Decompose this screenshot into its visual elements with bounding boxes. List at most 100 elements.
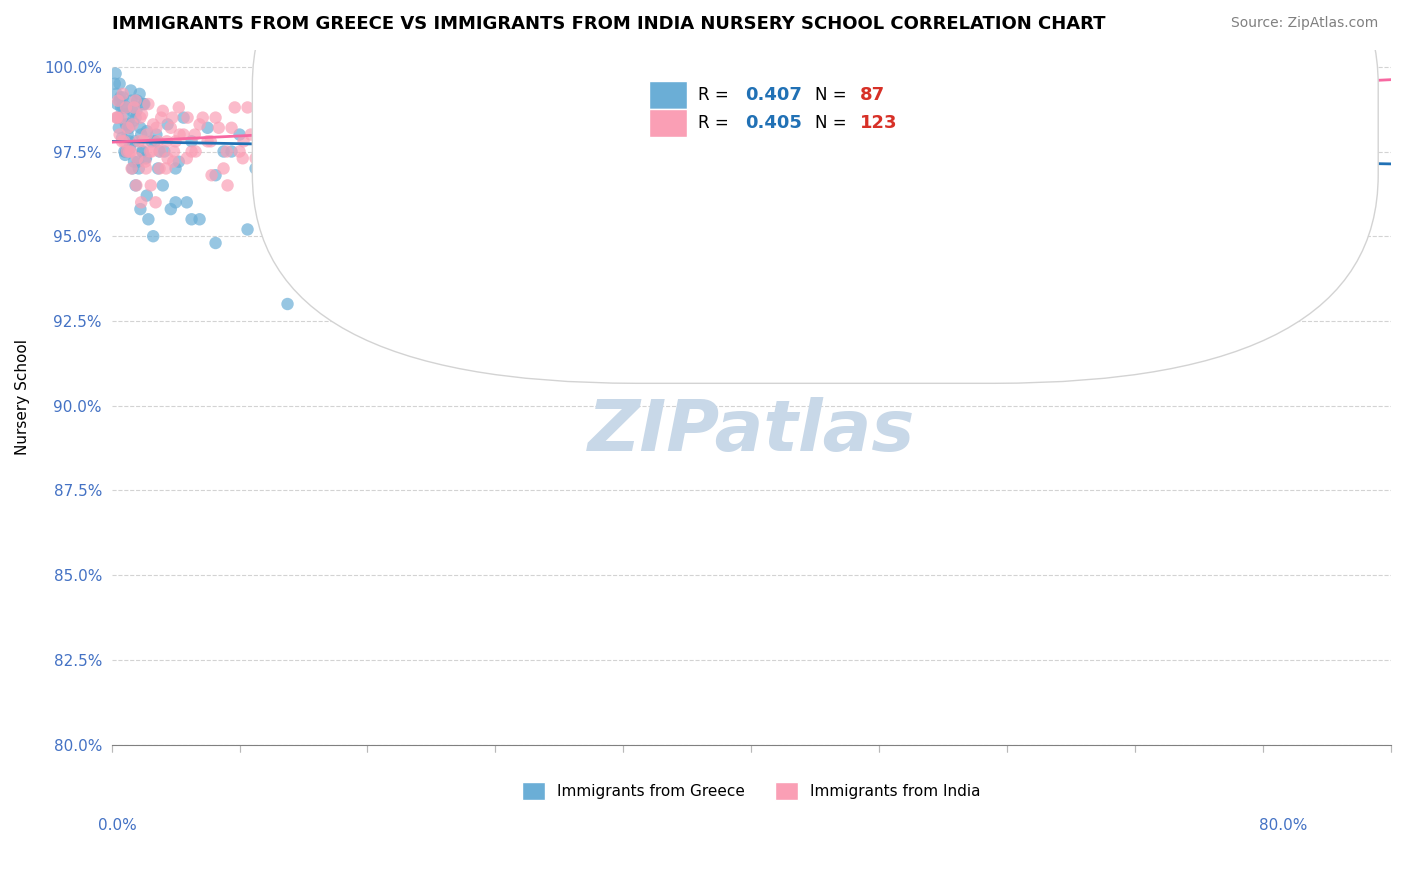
Point — [121, 161, 143, 176]
Point — [356, 128, 378, 142]
Point — [388, 100, 411, 114]
Point — [420, 87, 443, 101]
Point — [155, 161, 177, 176]
Point — [516, 77, 538, 91]
Point — [277, 134, 299, 148]
Point — [173, 128, 195, 142]
Point — [129, 120, 152, 135]
Point — [134, 97, 156, 112]
Point — [204, 111, 226, 125]
Point — [128, 87, 150, 101]
Point — [129, 128, 152, 142]
Point — [340, 111, 363, 125]
Point — [145, 120, 167, 135]
Text: 0.405: 0.405 — [745, 114, 801, 132]
Point — [143, 134, 166, 148]
Point — [612, 128, 634, 142]
Point — [105, 111, 128, 125]
Point — [111, 90, 134, 104]
Point — [165, 161, 187, 176]
Bar — [650, 109, 688, 136]
Point — [118, 141, 141, 155]
Point — [121, 117, 143, 131]
Point — [142, 117, 165, 131]
Text: 123: 123 — [860, 114, 897, 132]
Text: 0.407: 0.407 — [745, 86, 801, 104]
Text: ZIPatlas: ZIPatlas — [588, 398, 915, 467]
Point — [245, 161, 267, 176]
Point — [316, 161, 339, 176]
Point — [180, 145, 202, 159]
Point — [107, 94, 129, 108]
Point — [125, 178, 148, 193]
Point — [122, 154, 145, 169]
Point — [124, 178, 146, 193]
Point — [396, 128, 419, 142]
Point — [165, 134, 187, 148]
Bar — [650, 81, 688, 109]
Point — [236, 100, 259, 114]
Point — [115, 117, 138, 131]
Point — [217, 178, 239, 193]
Point — [111, 100, 134, 114]
Point — [134, 154, 156, 169]
Point — [501, 77, 523, 91]
Text: N =: N = — [815, 114, 852, 132]
Point — [115, 100, 138, 114]
Point — [110, 100, 132, 114]
Point — [104, 66, 127, 80]
Point — [208, 120, 231, 135]
Point — [388, 87, 411, 101]
Point — [152, 178, 174, 193]
Point — [105, 111, 128, 125]
Point — [980, 145, 1002, 159]
Point — [117, 120, 139, 135]
Point — [212, 145, 235, 159]
Point — [129, 195, 152, 210]
Point — [772, 134, 794, 148]
Point — [149, 145, 172, 159]
Point — [188, 117, 211, 131]
Point — [108, 77, 131, 91]
Point — [260, 111, 283, 125]
Point — [256, 134, 278, 148]
Point — [118, 145, 141, 159]
Point — [156, 117, 179, 131]
Point — [142, 229, 165, 244]
Point — [112, 145, 135, 159]
Point — [260, 111, 283, 125]
Point — [501, 145, 523, 159]
Point — [356, 111, 378, 125]
Text: R =: R = — [697, 114, 734, 132]
Point — [149, 145, 172, 159]
Point — [135, 151, 157, 165]
Point — [138, 97, 160, 112]
Point — [152, 103, 174, 118]
Point — [548, 66, 571, 80]
Point — [150, 111, 173, 125]
Point — [104, 77, 127, 91]
Point — [659, 66, 682, 80]
Point — [277, 297, 299, 311]
Point — [129, 111, 152, 125]
Point — [121, 103, 143, 118]
Point — [325, 100, 347, 114]
Point — [139, 178, 162, 193]
Point — [852, 120, 875, 135]
Point — [132, 145, 155, 159]
Point — [900, 77, 922, 91]
Text: 0.0%: 0.0% — [98, 818, 138, 832]
Point — [224, 100, 246, 114]
Point — [349, 145, 371, 159]
Point — [404, 94, 426, 108]
Point — [162, 154, 184, 169]
Point — [110, 90, 132, 104]
Point — [114, 148, 136, 162]
Point — [184, 128, 207, 142]
Point — [236, 222, 259, 236]
Point — [112, 134, 135, 148]
Point — [420, 100, 443, 114]
Point — [292, 100, 315, 114]
Point — [129, 202, 152, 216]
Point — [176, 111, 198, 125]
